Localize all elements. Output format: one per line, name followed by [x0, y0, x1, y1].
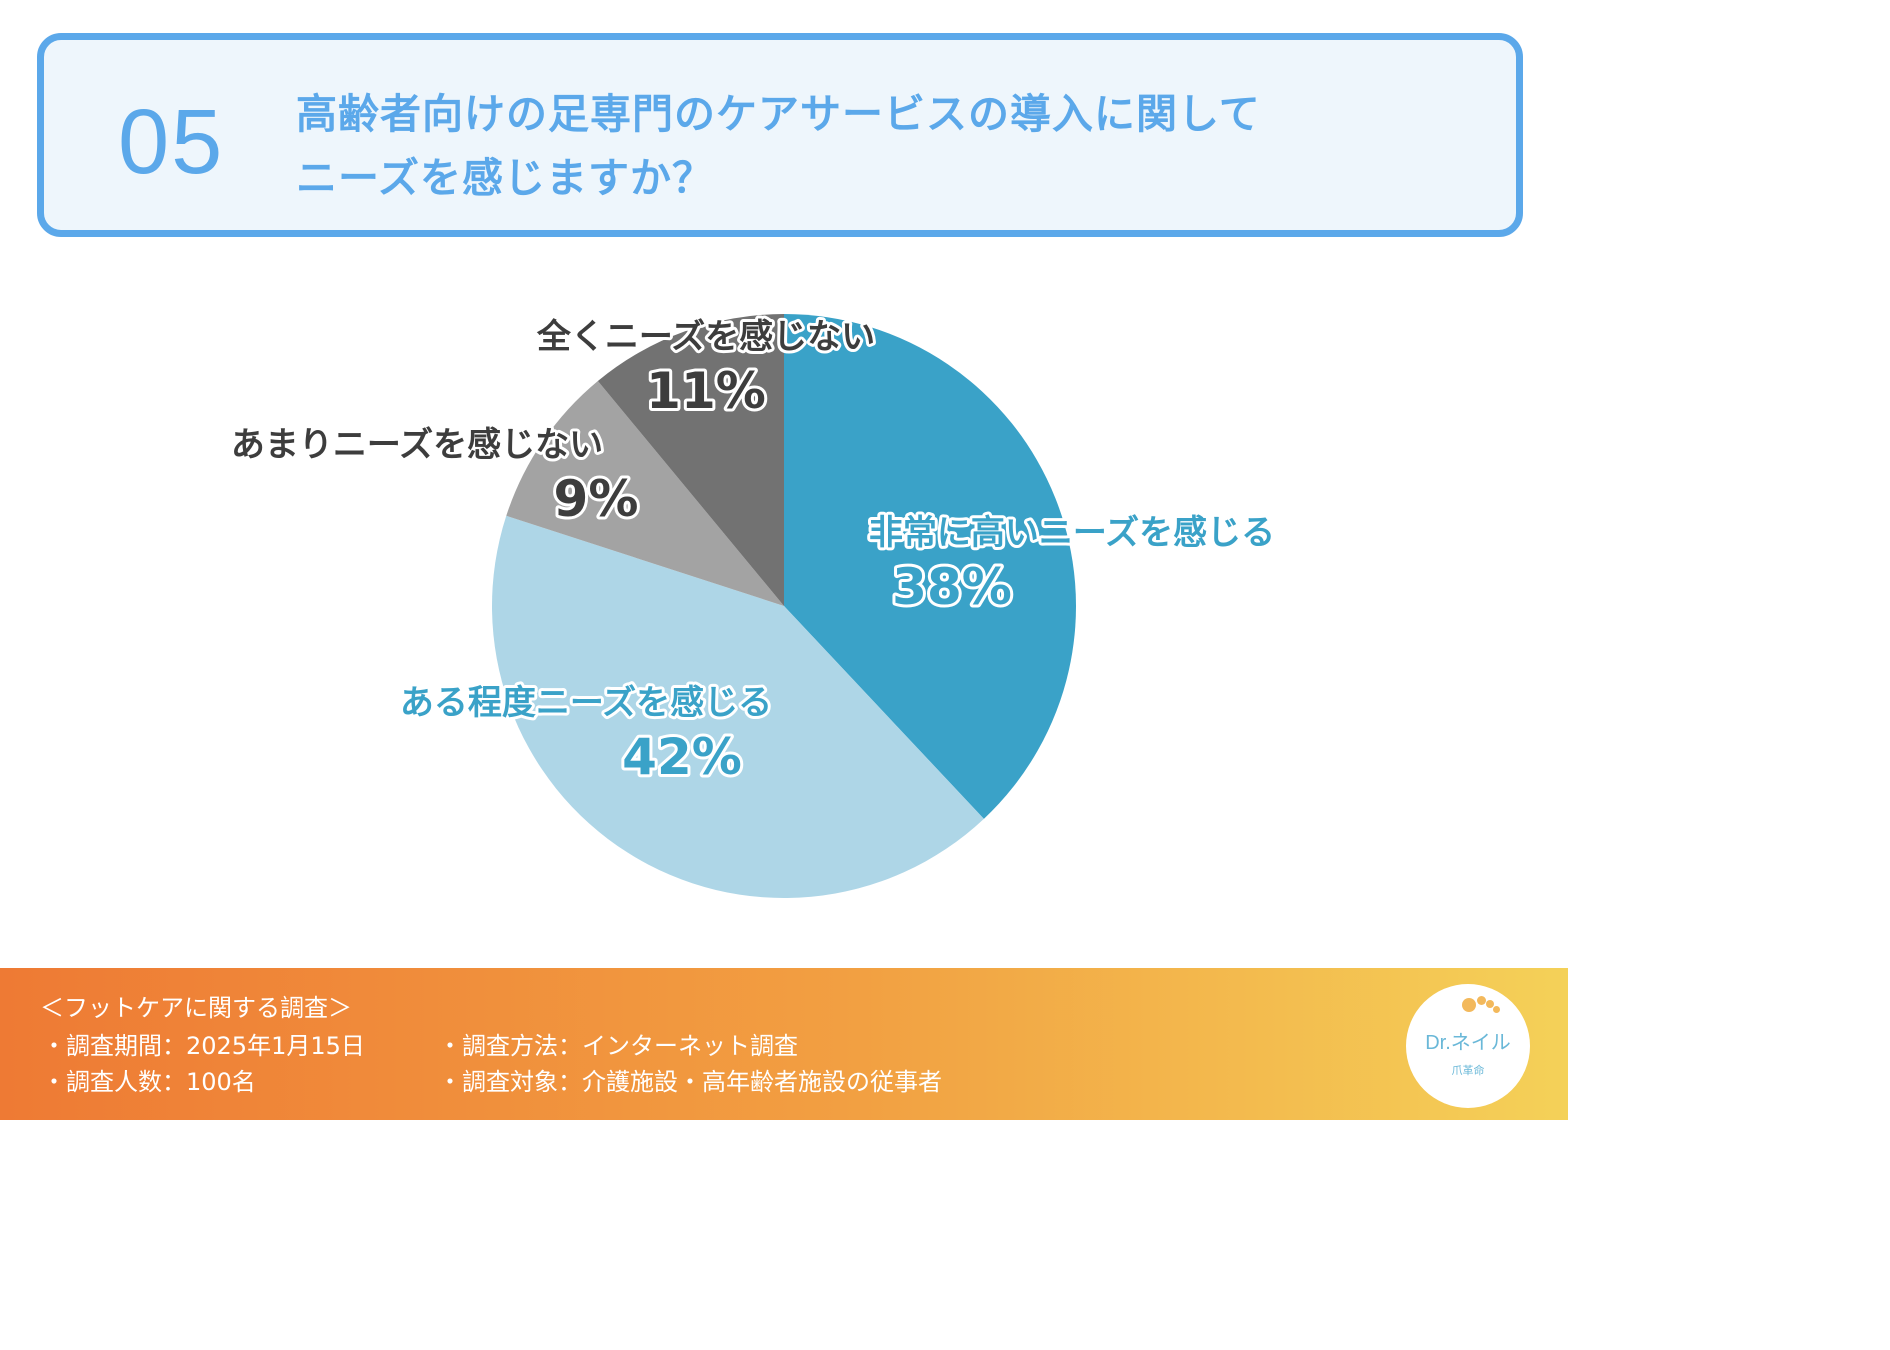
pie-slice: [784, 314, 1077, 819]
question-number: 05: [118, 91, 225, 193]
survey-period: ・調査期間：2025年1月15日: [42, 1032, 365, 1060]
question-title-line-2: ニーズを感じますか？: [296, 154, 714, 202]
pie-labels: 非常に高いニーズを感じる 38% ある程度ニーズを感じる 42% あまりニーズを感じない…: [228, 314, 1278, 789]
survey-method: ・調査方法：インターネット調査: [438, 1032, 798, 1060]
slice-value-label: 11%: [646, 362, 766, 420]
logo-text: Dr.ネイル: [1425, 1032, 1511, 1054]
survey-target: ・調査対象：介護施設・高年齢者施設の従事者: [438, 1068, 942, 1096]
slice-label: ある程度ニーズを感じる: [400, 683, 772, 723]
slice-value-label: 42%: [622, 728, 742, 786]
pie-slice: [597, 314, 784, 606]
slice-label: 全くニーズを感じない: [536, 317, 875, 357]
survey-title: ＜フットケアに関する調査＞: [40, 994, 352, 1022]
slice-label: あまりニーズを感じない: [231, 425, 603, 465]
question-title: 高齢者向けの足専門のケアサービスの導入に関して ニーズを感じますか？: [296, 82, 1476, 210]
footprint-icon: [1462, 998, 1476, 1012]
pie-slice: [506, 381, 784, 606]
brand-logo: Dr.ネイル 爪革命: [1406, 984, 1530, 1108]
slice-value-label: 9%: [554, 470, 639, 528]
logo-subtext: 爪革命: [1451, 1064, 1485, 1077]
question-title-line-1: 高齢者向けの足専門のケアサービスの導入に関して: [296, 90, 1261, 138]
pie-slices: [491, 314, 1077, 899]
survey-count: ・調査人数：100名: [42, 1068, 256, 1096]
question-header: 05 高齢者向けの足専門のケアサービスの導入に関して ニーズを感じますか？: [37, 33, 1523, 237]
pie-chart: 非常に高いニーズを感じる 38% ある程度ニーズを感じる 42% あまりニーズを感じない…: [228, 314, 1278, 899]
survey-footer: ＜フットケアに関する調査＞ ・調査期間：2025年1月15日 ・調査方法：インタ…: [0, 968, 1568, 1120]
slice-label: 非常に高いニーズを感じる: [869, 513, 1275, 553]
slice-value-label: 38%: [892, 558, 1012, 616]
pie-slice: [491, 515, 984, 899]
